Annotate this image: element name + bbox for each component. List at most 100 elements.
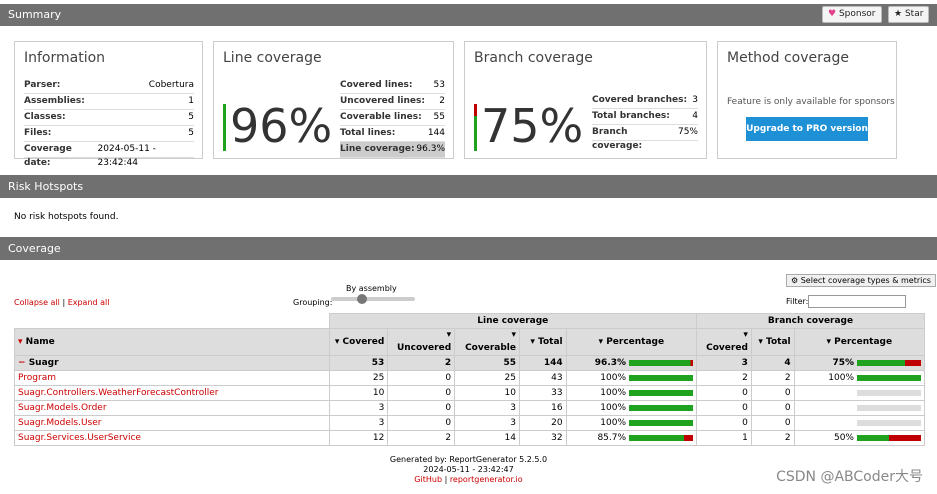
cell-value: 0: [387, 370, 456, 386]
risk-hotspots-message: No risk hotspots found.: [14, 212, 119, 222]
cell-value: 0: [696, 385, 752, 401]
cell-value: 2: [387, 355, 456, 371]
cell-value: 2: [750, 430, 795, 446]
summary-header: Summary: [0, 4, 937, 26]
cell-value: 144: [518, 355, 567, 371]
kv-value: 75%: [677, 127, 698, 137]
cell-value: 12: [328, 430, 389, 446]
col-total[interactable]: ▾ Total: [518, 328, 567, 356]
line-coverage-title: Line coverage: [223, 50, 322, 66]
sponsor-button[interactable]: ♥ Sponsor: [822, 6, 882, 23]
cell-value: 0: [387, 415, 456, 431]
class-name-link[interactable]: Suagr.Models.User: [14, 415, 330, 431]
cell-value: 0: [696, 400, 752, 416]
github-link[interactable]: GitHub: [414, 475, 443, 484]
class-row: Suagr.Services.UserService 12 2 14 32 85.7% 1 2…: [14, 430, 926, 446]
collapse-all-link[interactable]: Collapse all: [14, 298, 60, 307]
line-coverage-list: Covered lines: 53 Uncovered lines: 2 Coverab…: [340, 78, 445, 158]
class-row: Suagr.Models.User 3 0 3 20 100% 0 0: [14, 415, 926, 431]
cell-value: 3: [696, 355, 752, 371]
cell-value: 0: [750, 415, 795, 431]
cell-value: 1: [696, 430, 752, 446]
cell-value: 55: [454, 355, 520, 371]
coverage-bar: [857, 390, 921, 396]
cell-value: 10: [328, 385, 389, 401]
col-percentage[interactable]: ▾ Percentage: [565, 328, 698, 356]
class-name-link[interactable]: Program: [14, 370, 330, 386]
information-title: Information: [24, 50, 106, 66]
grouping-caption: By assembly: [346, 284, 397, 293]
branch-coverage-title: Branch coverage: [474, 50, 593, 66]
watermark: CSDN @ABCoder大号: [776, 469, 923, 485]
cell-value: 2: [696, 370, 752, 386]
kv-value: 55: [433, 112, 445, 122]
kv-value: 1: [188, 96, 194, 106]
reportgenerator-link[interactable]: reportgenerator.io: [449, 475, 523, 484]
heart-icon: ♥: [828, 9, 837, 19]
col-branch-total[interactable]: ▾ Total: [750, 328, 795, 356]
upgrade-button[interactable]: Upgrade to PRO version: [746, 117, 868, 141]
cell-value: 0: [750, 385, 795, 401]
cell-value: 43: [518, 370, 567, 386]
branch-uncovered-indicator: [474, 104, 477, 116]
kv-row: Total lines: 144: [340, 126, 445, 142]
kv-row: Line coverage: 96.3%: [340, 142, 445, 158]
filter-input[interactable]: [808, 295, 906, 308]
kv-row: Files: 5: [24, 126, 194, 142]
footer-date: 2024-05-11 - 23:42:47: [423, 465, 514, 474]
kv-key: Coverable lines:: [340, 112, 422, 122]
kv-value: 5: [188, 128, 194, 138]
collapse-icon[interactable]: −: [18, 357, 29, 368]
coverage-bar: [857, 435, 921, 441]
kv-row: Parser: Cobertura: [24, 78, 194, 94]
coverage-bar: [857, 375, 921, 381]
class-name-link[interactable]: Suagr.Controllers.WeatherForecastControl…: [14, 385, 330, 401]
kv-key: Coverage date:: [24, 144, 72, 168]
col-uncovered[interactable]: ▾ Uncovered: [387, 328, 456, 356]
collapse-expand-links: Collapse all | Expand all: [14, 298, 110, 307]
cell-value: 0: [387, 400, 456, 416]
percentage-value: 50%: [833, 432, 854, 443]
percentage-value: 100%: [600, 387, 627, 398]
star-button[interactable]: ★ Star: [888, 6, 930, 23]
grouping-slider[interactable]: [331, 294, 415, 304]
class-row: Suagr.Models.Order 3 0 3 16 100% 0 0: [14, 400, 926, 416]
col-branch-covered[interactable]: ▾ Covered: [696, 328, 752, 356]
percentage-value: 100%: [600, 402, 627, 413]
col-covered[interactable]: ▾ Covered: [328, 328, 389, 356]
class-row: Suagr.Controllers.WeatherForecastControl…: [14, 385, 926, 401]
risk-hotspots-header: Risk Hotspots: [0, 175, 937, 198]
cell-value: 3: [328, 415, 389, 431]
coverage-title: Coverage: [8, 242, 61, 255]
cell-value: 4: [750, 355, 795, 371]
kv-value: 5: [188, 112, 194, 122]
col-name[interactable]: ▾ Name: [14, 328, 330, 356]
line-coverage-percent: 96%: [230, 99, 333, 153]
col-coverable[interactable]: ▾ Coverable: [454, 328, 520, 356]
cell-value: 0: [750, 400, 795, 416]
grouping-slider-handle[interactable]: [357, 294, 367, 304]
kv-key: Files:: [24, 128, 52, 138]
information-card: Information Parser: Cobertura Assemblies: 1…: [14, 41, 203, 168]
branch-coverage-list: Covered branches: 3 Total branches: 4 Branch…: [592, 93, 698, 151]
kv-value: 3: [692, 95, 698, 105]
assembly-name[interactable]: − Suagr: [14, 355, 330, 371]
expand-all-link[interactable]: Expand all: [67, 298, 110, 307]
kv-row: Covered branches: 3: [592, 93, 698, 109]
kv-row: Assemblies: 1: [24, 94, 194, 110]
kv-row: Classes: 5: [24, 110, 194, 126]
class-name-link[interactable]: Suagr.Services.UserService: [14, 430, 330, 446]
cell-value: 25: [454, 370, 520, 386]
col-branch-percentage[interactable]: ▾ Percentage: [793, 328, 926, 356]
kv-row: Coverage date: 2024-05-11 - 23:42:44: [24, 142, 194, 168]
class-name-link[interactable]: Suagr.Models.Order: [14, 400, 330, 416]
coverage-bar: [857, 360, 921, 366]
kv-value: 2024-05-11 - 23:42:44: [97, 144, 156, 168]
kv-value: 2: [439, 96, 445, 106]
kv-row: Coverable lines: 55: [340, 110, 445, 126]
select-coverage-types-button[interactable]: ⚙ Select coverage types & metrics: [786, 274, 936, 287]
coverage-bar: [857, 420, 921, 426]
cell-value: 20: [518, 415, 567, 431]
kv-key: Covered branches:: [592, 95, 688, 105]
percentage-value: 75%: [832, 357, 854, 368]
